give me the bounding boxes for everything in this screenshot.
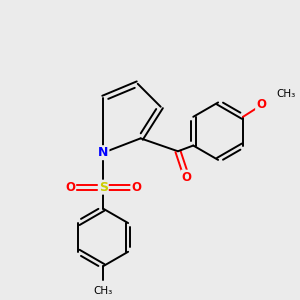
Text: O: O [256, 98, 266, 111]
Text: S: S [99, 181, 108, 194]
Text: CH₃: CH₃ [276, 89, 295, 99]
Text: O: O [182, 171, 191, 184]
Text: CH₃: CH₃ [94, 286, 113, 296]
Text: O: O [65, 181, 75, 194]
Text: N: N [98, 146, 109, 159]
Text: O: O [131, 181, 141, 194]
